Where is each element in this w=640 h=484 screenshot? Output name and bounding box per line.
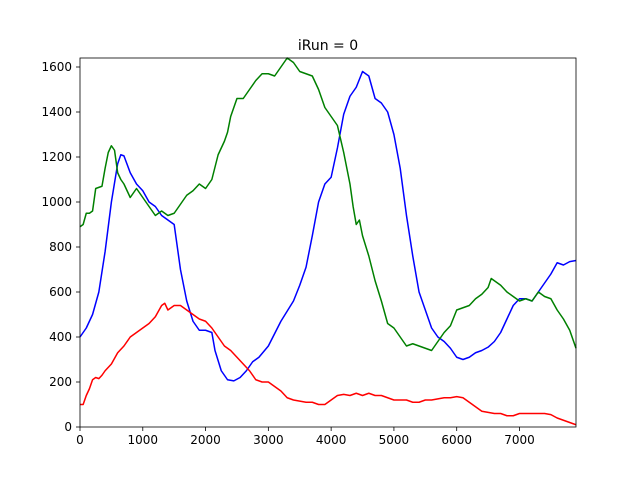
y-tick-label: 1200: [41, 150, 72, 164]
series-line-2: [79, 57, 577, 352]
y-tick-label: 600: [49, 285, 72, 299]
series-line-1: [79, 70, 577, 382]
x-tick-label: 1000: [128, 433, 159, 447]
x-tick-label: 4000: [316, 433, 347, 447]
y-tick-label: 1400: [41, 105, 72, 119]
x-tick-label: 3000: [253, 433, 284, 447]
y-tick-label: 1600: [41, 60, 72, 74]
y-tick-label: 1000: [41, 195, 72, 209]
y-tick-label: 0: [64, 420, 72, 434]
x-tick-label: 6000: [441, 433, 472, 447]
y-tick-label: 400: [49, 330, 72, 344]
x-tick-label: 0: [76, 433, 84, 447]
y-tick-label: 200: [49, 375, 72, 389]
plot-frame: [79, 57, 577, 428]
x-tick-label: 7000: [504, 433, 535, 447]
y-tick-label: 800: [49, 240, 72, 254]
chart-title: iRun = 0: [298, 38, 358, 54]
x-tick-label: 5000: [379, 433, 410, 447]
series-line-3: [80, 302, 577, 426]
x-tick-label: 2000: [190, 433, 221, 447]
